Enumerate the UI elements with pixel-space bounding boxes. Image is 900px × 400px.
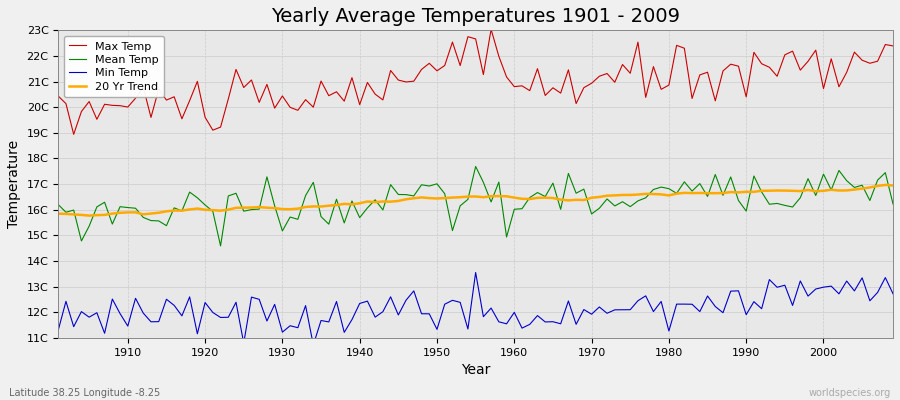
20 Yr Trend <box>880 182 891 187</box>
20 Yr Trend <box>338 202 349 206</box>
Legend: Max Temp, Mean Temp, Min Temp, 20 Yr Trend: Max Temp, Mean Temp, Min Temp, 20 Yr Tre… <box>64 36 164 97</box>
Min Temp <box>114 311 125 316</box>
Mean Temp <box>525 195 535 200</box>
Min Temp <box>525 322 535 327</box>
Max Temp <box>122 105 133 110</box>
Min Temp <box>470 270 481 275</box>
Min Temp <box>338 330 349 335</box>
20 Yr Trend <box>508 195 519 200</box>
Max Temp <box>338 99 349 104</box>
Mean Temp <box>53 202 64 207</box>
20 Yr Trend <box>122 210 133 215</box>
Text: Latitude 38.25 Longitude -8.25: Latitude 38.25 Longitude -8.25 <box>9 388 160 398</box>
20 Yr Trend <box>517 196 527 201</box>
Max Temp <box>53 94 64 98</box>
20 Yr Trend <box>609 193 620 198</box>
Max Temp <box>68 132 79 137</box>
Mean Temp <box>617 199 628 204</box>
Y-axis label: Temperature: Temperature <box>7 140 21 228</box>
Line: Max Temp: Max Temp <box>58 29 893 134</box>
Max Temp <box>292 108 303 113</box>
Mean Temp <box>517 206 527 211</box>
Min Temp <box>53 328 64 333</box>
Min Temp <box>617 307 628 312</box>
Min Temp <box>517 326 527 330</box>
Max Temp <box>525 88 535 93</box>
Title: Yearly Average Temperatures 1901 - 2009: Yearly Average Temperatures 1901 - 2009 <box>271 7 680 26</box>
Line: Min Temp: Min Temp <box>58 272 893 345</box>
Max Temp <box>517 84 527 88</box>
Line: 20 Yr Trend: 20 Yr Trend <box>58 185 893 216</box>
20 Yr Trend <box>887 183 898 188</box>
Text: worldspecies.org: worldspecies.org <box>809 388 891 398</box>
Min Temp <box>308 342 319 347</box>
Max Temp <box>617 62 628 67</box>
20 Yr Trend <box>292 206 303 211</box>
Mean Temp <box>215 244 226 248</box>
X-axis label: Year: Year <box>461 363 491 377</box>
Max Temp <box>486 27 497 32</box>
Mean Temp <box>338 220 349 225</box>
Line: Mean Temp: Mean Temp <box>58 166 893 246</box>
Mean Temp <box>292 217 303 222</box>
Min Temp <box>887 292 898 296</box>
Min Temp <box>284 323 295 328</box>
Mean Temp <box>114 204 125 209</box>
Max Temp <box>887 44 898 48</box>
20 Yr Trend <box>53 211 64 216</box>
Mean Temp <box>887 202 898 206</box>
Mean Temp <box>470 164 481 169</box>
20 Yr Trend <box>84 213 94 218</box>
